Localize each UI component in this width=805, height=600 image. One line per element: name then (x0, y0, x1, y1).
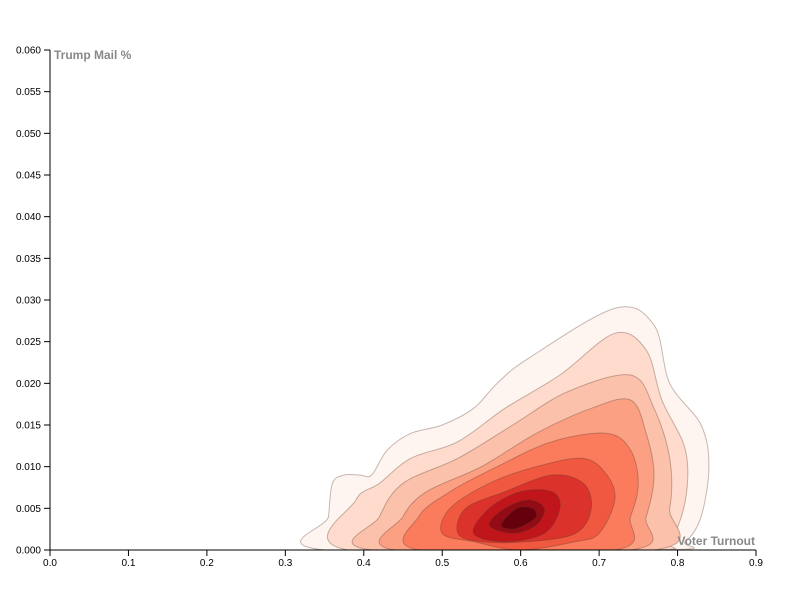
y-tick-label: 0.040 (16, 212, 41, 223)
y-tick-label: 0.020 (16, 379, 41, 390)
y-tick-label: 0.005 (16, 504, 41, 515)
x-tick-label: 0.6 (514, 558, 528, 569)
y-axis: 0.000 0.005 0.010 0.015 0.020 0.025 0.030 0.035… (16, 46, 51, 557)
y-axis-title: Trump Mail % (54, 48, 132, 62)
contour-level-10 (500, 506, 538, 530)
x-tick-label: 0.8 (671, 558, 685, 569)
x-tick-label: 0.1 (121, 558, 135, 569)
x-tick-label: 0.3 (278, 558, 292, 569)
x-tick-label: 0.2 (200, 558, 214, 569)
x-tick-label: 0.4 (357, 558, 371, 569)
x-axis-title: Voter Turnout (677, 534, 755, 548)
y-tick-label: 0.055 (16, 87, 41, 98)
y-tick-label: 0.000 (16, 546, 41, 557)
y-tick-label: 0.035 (16, 254, 41, 265)
x-tick-label: 0.7 (592, 558, 606, 569)
y-tick-label: 0.050 (16, 129, 41, 140)
density-contours (300, 306, 710, 550)
y-tick-label: 0.060 (16, 46, 41, 57)
y-tick-label: 0.025 (16, 337, 41, 348)
x-tick-label: 0.5 (435, 558, 449, 569)
y-tick-label: 0.045 (16, 171, 41, 182)
y-tick-label: 0.010 (16, 462, 41, 473)
x-tick-label: 0.9 (749, 558, 763, 569)
x-tick-label: 0.0 (43, 558, 57, 569)
y-tick-label: 0.030 (16, 296, 41, 307)
x-axis: 0.0 0.1 0.2 0.3 0.4 0.5 0.6 0.7 0.8 0.9 (43, 549, 763, 569)
y-tick-label: 0.015 (16, 421, 41, 432)
